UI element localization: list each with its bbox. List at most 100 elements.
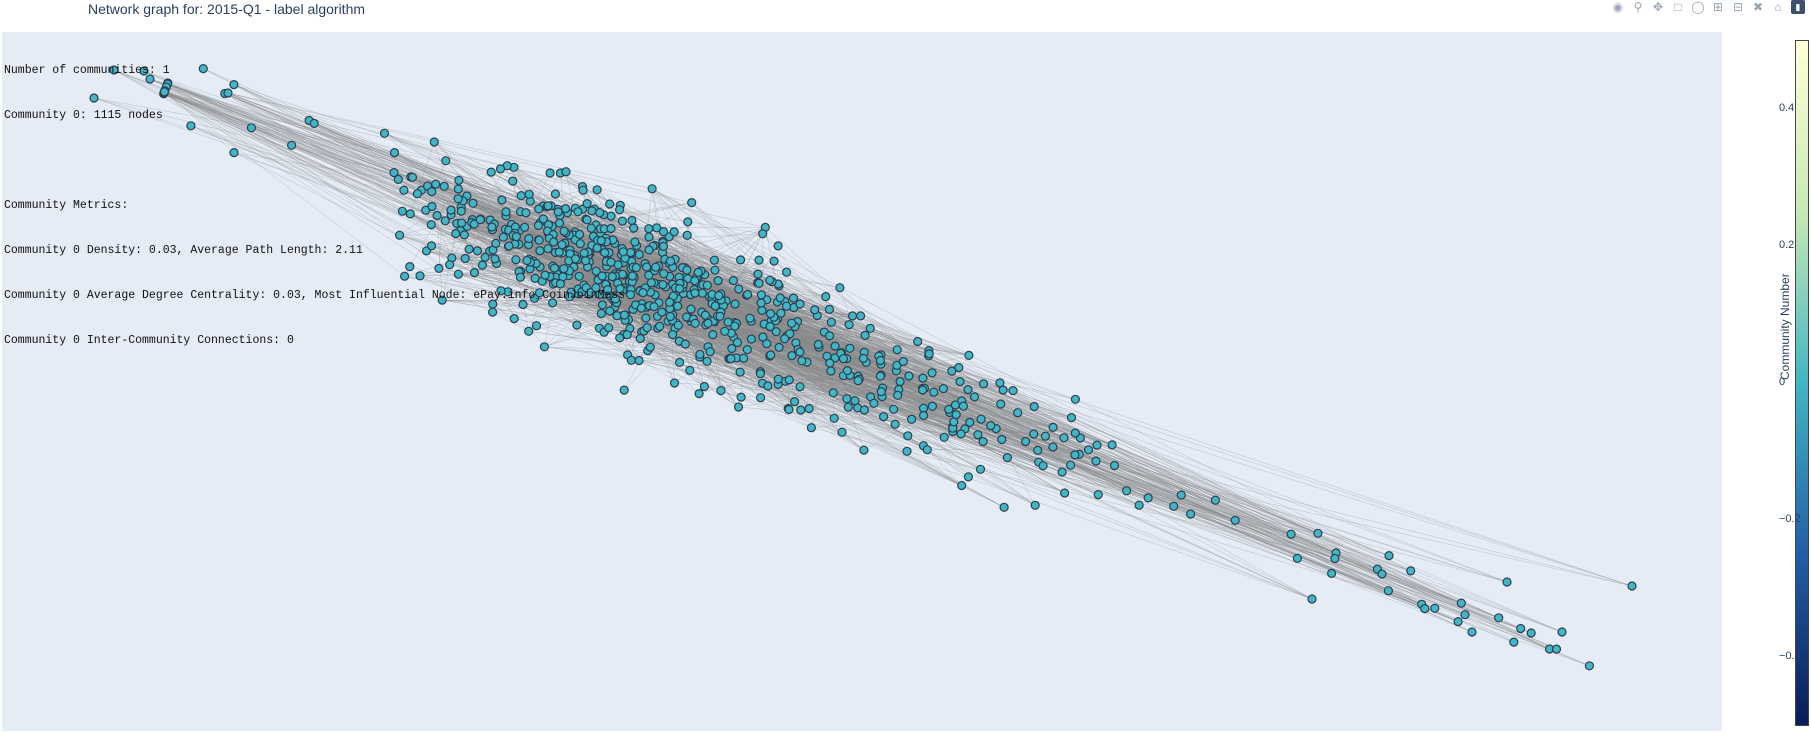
graph-node[interactable] (682, 265, 692, 275)
graph-node[interactable] (1143, 493, 1153, 503)
graph-node[interactable] (468, 198, 478, 208)
graph-node[interactable] (795, 347, 805, 357)
graph-node[interactable] (665, 311, 675, 322)
graph-node[interactable] (645, 342, 655, 352)
graph-node[interactable] (745, 313, 755, 323)
graph-node[interactable] (788, 293, 799, 303)
graph-node[interactable] (641, 262, 652, 272)
graph-node[interactable] (709, 255, 720, 265)
graph-node[interactable] (1121, 486, 1132, 496)
graph-node[interactable] (636, 303, 646, 313)
graph-node[interactable] (596, 308, 606, 319)
graph-node[interactable] (810, 305, 820, 315)
graph-node[interactable] (997, 434, 1007, 445)
graph-node[interactable] (651, 262, 661, 272)
graph-node[interactable] (713, 276, 723, 286)
graph-node[interactable] (843, 402, 853, 412)
graph-node[interactable] (756, 290, 767, 300)
graph-node[interactable] (464, 244, 474, 254)
graph-node[interactable] (955, 377, 965, 387)
graph-node[interactable] (1030, 500, 1040, 510)
graph-node[interactable] (646, 278, 657, 288)
graph-node[interactable] (779, 334, 790, 344)
graph-node[interactable] (859, 405, 870, 415)
camera-icon[interactable]: ◉ (1612, 0, 1624, 14)
graph-node[interactable] (397, 206, 407, 216)
graph-node[interactable] (976, 414, 986, 424)
graph-node[interactable] (680, 339, 691, 349)
graph-node[interactable] (547, 298, 558, 308)
graph-node[interactable] (1326, 568, 1337, 579)
graph-node[interactable] (1292, 553, 1303, 564)
graph-node[interactable] (825, 358, 835, 368)
graph-node[interactable] (826, 317, 837, 327)
pan-icon[interactable]: ✥ (1652, 0, 1664, 14)
graph-node[interactable] (906, 414, 917, 424)
graph-node[interactable] (664, 297, 675, 307)
graph-node[interactable] (497, 195, 507, 205)
graph-node[interactable] (1551, 644, 1562, 654)
graph-node[interactable] (550, 189, 561, 199)
graph-node[interactable] (965, 417, 975, 427)
graph-node[interactable] (963, 385, 973, 395)
graph-node[interactable] (964, 350, 974, 360)
graph-node[interactable] (1083, 445, 1094, 455)
graph-node[interactable] (695, 349, 705, 359)
graph-node[interactable] (860, 330, 870, 340)
graph-node[interactable] (1210, 495, 1221, 505)
graph-node[interactable] (1307, 594, 1317, 604)
graph-node[interactable] (758, 332, 768, 342)
graph-node[interactable] (654, 321, 665, 331)
graph-node[interactable] (973, 430, 983, 440)
graph-node[interactable] (845, 343, 855, 353)
graph-node[interactable] (824, 331, 835, 341)
graph-node[interactable] (726, 354, 736, 364)
graph-node[interactable] (902, 446, 912, 456)
graph-node[interactable] (703, 318, 713, 328)
graph-node[interactable] (1048, 442, 1058, 452)
graph-node[interactable] (644, 245, 654, 255)
graph-node[interactable] (775, 293, 785, 303)
graph-node[interactable] (1526, 628, 1536, 638)
graph-node[interactable] (958, 401, 969, 411)
graph-node[interactable] (762, 339, 772, 349)
graph-node[interactable] (927, 401, 938, 411)
graph-node[interactable] (754, 255, 764, 265)
graph-node[interactable] (723, 317, 733, 327)
graph-node[interactable] (786, 318, 797, 328)
home-icon[interactable]: ⌂ (1774, 0, 1782, 14)
graph-node[interactable] (669, 227, 679, 237)
graph-node[interactable] (765, 309, 776, 319)
graph-node[interactable] (1185, 509, 1196, 519)
graph-node[interactable] (1057, 467, 1067, 477)
graph-node[interactable] (1377, 569, 1387, 579)
graph-node[interactable] (658, 227, 669, 237)
graph-node[interactable] (673, 320, 683, 330)
graph-node[interactable] (742, 345, 752, 355)
graph-node[interactable] (702, 356, 712, 366)
graph-node[interactable] (758, 229, 768, 239)
graph-node[interactable] (400, 271, 410, 281)
graph-node[interactable] (927, 368, 937, 378)
graph-node[interactable] (439, 181, 449, 191)
graph-node[interactable] (859, 445, 869, 455)
graph-node[interactable] (693, 267, 703, 277)
graph-node[interactable] (1584, 661, 1595, 671)
graph-node[interactable] (766, 350, 776, 360)
graph-node[interactable] (784, 404, 794, 415)
graph-node[interactable] (1029, 401, 1039, 412)
graph-node[interactable] (730, 299, 740, 309)
graph-node[interactable] (813, 339, 823, 350)
graph-node[interactable] (957, 480, 967, 491)
graph-node[interactable] (853, 376, 863, 386)
graph-node[interactable] (950, 400, 961, 410)
graph-node[interactable] (1516, 623, 1526, 634)
graph-node[interactable] (1176, 490, 1186, 500)
graph-node[interactable] (1038, 461, 1048, 471)
graph-node[interactable] (892, 345, 902, 355)
graph-node[interactable] (875, 355, 886, 366)
graph-node[interactable] (956, 429, 966, 439)
graph-node[interactable] (754, 278, 764, 288)
graph-node[interactable] (659, 269, 669, 279)
graph-node[interactable] (765, 275, 775, 285)
